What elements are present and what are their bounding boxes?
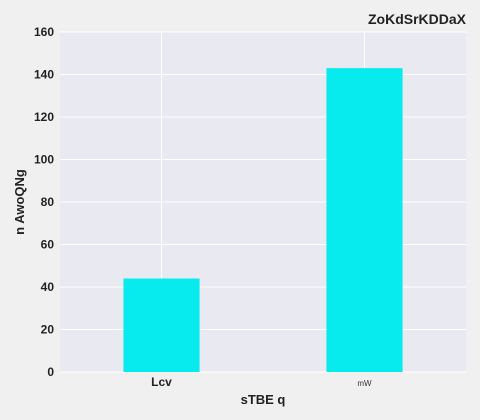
x-ticks: Lcv mW [151,375,372,389]
bar-Lcv [123,278,200,372]
y-tick-label: 60 [41,238,55,252]
y-tick-label: 0 [47,365,54,379]
y-ticks: 0 20 40 60 80 100 120 140 160 [34,25,54,379]
y-tick-label: 140 [34,68,54,82]
y-tick-label: 20 [41,323,55,337]
x-tick-label: mW [357,379,372,388]
bars [123,68,403,372]
y-tick-label: 80 [41,195,55,209]
y-tick-label: 40 [41,280,55,294]
x-tick-label: Lcv [151,375,172,389]
y-tick-label: 120 [34,110,54,124]
y-axis-label: n AwoQNg [12,169,27,235]
y-tick-label: 160 [34,25,54,39]
y-tick-label: 100 [34,153,54,167]
x-axis-label: sTBE q [241,392,286,407]
bar-mW [326,68,403,372]
chart-title: ZoKdSrKDDaX [368,11,467,27]
